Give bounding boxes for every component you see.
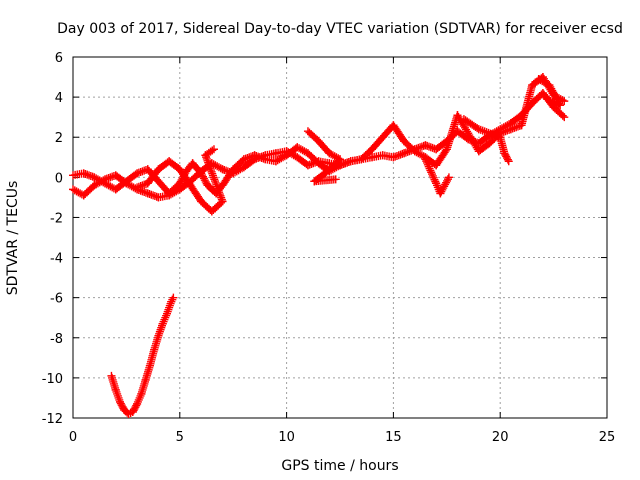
- y-tick-label: -10: [42, 372, 63, 387]
- y-tick-label: -4: [50, 252, 63, 267]
- data-point-marker: [438, 185, 447, 194]
- data-point-marker: [440, 182, 449, 191]
- data-point-marker: [201, 177, 210, 186]
- data-point-marker: [550, 98, 559, 107]
- data-point-marker: [554, 100, 563, 109]
- x-tick-label: 20: [492, 430, 509, 445]
- x-tick-label: 25: [599, 430, 616, 445]
- data-point-marker: [548, 97, 557, 106]
- data-point-marker: [429, 173, 438, 182]
- data-point-marker: [474, 125, 483, 134]
- data-point-marker: [558, 111, 567, 120]
- data-point-marker: [437, 187, 446, 196]
- data-point-marker: [444, 173, 453, 182]
- data-point-marker: [442, 178, 451, 187]
- data-point-marker: [422, 157, 431, 166]
- data-point-marker: [492, 131, 501, 140]
- data-point-marker: [443, 175, 452, 184]
- data-point-marker: [484, 128, 493, 137]
- data-marks: [69, 73, 569, 418]
- data-point-marker: [556, 101, 565, 110]
- data-point-marker: [175, 179, 184, 188]
- axis-ticks: 0 5 10 15 20 25 -12 -10 -8 -6 -4 -2 0 2 4 6: [42, 51, 616, 445]
- data-point-marker: [176, 177, 185, 186]
- data-point-marker: [441, 180, 450, 189]
- data-point-marker: [552, 99, 561, 108]
- data-point-marker: [545, 81, 554, 90]
- data-point-marker: [331, 175, 340, 184]
- data-point-marker: [428, 171, 437, 180]
- data-point-marker: [439, 184, 448, 193]
- y-tick-label: -2: [50, 211, 63, 226]
- y-tick-label: 0: [55, 171, 63, 186]
- y-tick-label: -6: [50, 292, 63, 307]
- data-point-marker: [480, 127, 489, 136]
- data-point-marker: [545, 95, 554, 104]
- data-point-marker: [423, 158, 432, 167]
- y-tick-label: 4: [55, 91, 63, 106]
- data-point-marker: [436, 189, 445, 198]
- data-point-marker: [549, 88, 558, 97]
- x-tick-label: 0: [69, 430, 77, 445]
- data-point-marker: [486, 129, 495, 138]
- data-point-marker: [132, 401, 141, 410]
- data-point-marker: [427, 168, 436, 177]
- data-point-marker: [169, 293, 178, 302]
- data-point-marker: [441, 146, 450, 155]
- data-point-marker: [443, 176, 452, 185]
- x-axis-label: GPS time / hours: [281, 458, 398, 474]
- data-point-marker: [478, 126, 487, 135]
- y-axis-label: SDTVAR / TECUs: [5, 181, 21, 296]
- data-point-marker: [548, 86, 557, 95]
- data-point-marker: [216, 164, 225, 173]
- data-point-marker: [543, 95, 552, 104]
- data-point-marker: [546, 82, 555, 91]
- data-point-marker: [425, 164, 434, 173]
- plot-frame: [72, 56, 608, 419]
- data-point-marker: [423, 160, 432, 169]
- data-point-marker: [198, 172, 207, 181]
- data-point-marker: [197, 169, 206, 178]
- data-point-marker: [209, 145, 218, 154]
- data-point-marker: [208, 146, 217, 155]
- y-tick-label: 2: [55, 131, 63, 146]
- data-point-marker: [476, 125, 485, 134]
- data-point-marker: [546, 96, 555, 105]
- data-point-marker: [421, 155, 430, 164]
- data-point-marker: [547, 84, 556, 93]
- data-point-marker: [482, 128, 491, 137]
- data-point-marker: [131, 184, 140, 193]
- data-point-marker: [424, 162, 433, 171]
- data-point-marker: [430, 175, 439, 184]
- data-point-marker: [426, 166, 435, 175]
- y-tick-label: 6: [55, 51, 63, 66]
- x-tick-label: 5: [176, 430, 184, 445]
- grid: [73, 57, 607, 418]
- data-point-marker: [504, 157, 513, 166]
- data-point-marker: [490, 131, 499, 140]
- x-tick-label: 15: [385, 430, 402, 445]
- data-point-marker: [488, 130, 497, 139]
- y-tick-label: -8: [50, 332, 63, 347]
- data-point-marker: [473, 124, 482, 133]
- data-point-marker: [431, 177, 440, 186]
- y-tick-label: -12: [42, 412, 63, 427]
- data-point-marker: [560, 113, 569, 122]
- data-point-marker: [503, 155, 512, 164]
- data-point-marker: [550, 90, 559, 99]
- data-point-marker: [200, 176, 209, 185]
- data-point-marker: [199, 174, 208, 183]
- data-point-marker: [428, 170, 437, 179]
- x-tick-label: 10: [278, 430, 295, 445]
- chart-title: Day 003 of 2017, Sidereal Day-to-day VTE…: [57, 21, 623, 37]
- data-point-marker: [198, 171, 207, 180]
